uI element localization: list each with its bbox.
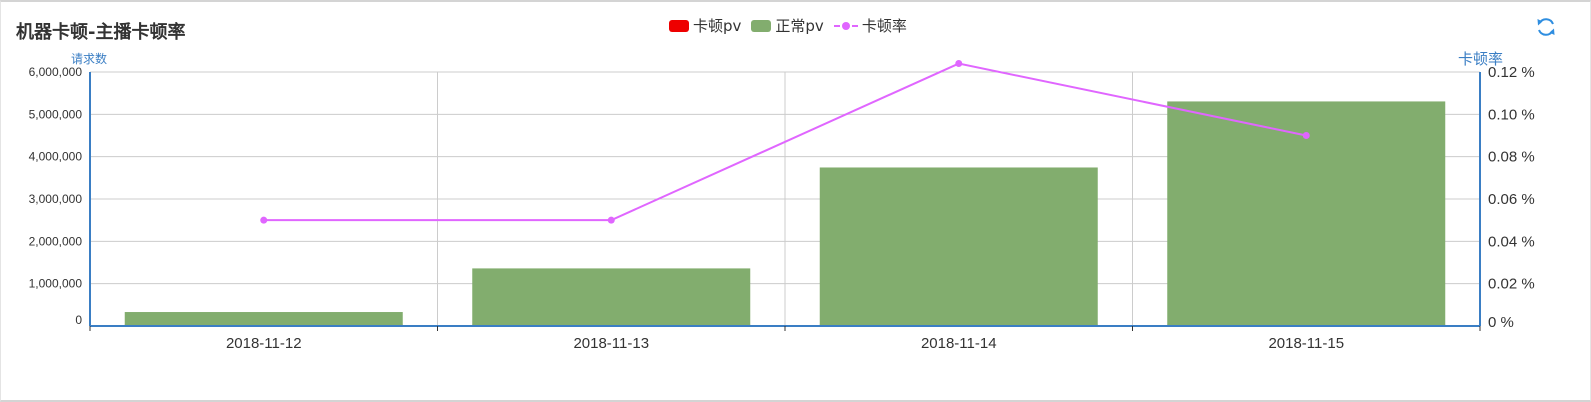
y-left-tick-label: 6,000,000 bbox=[29, 65, 83, 79]
legend-label: 卡顿pv bbox=[693, 17, 742, 35]
y-right-tick-label: 0.10 % bbox=[1488, 106, 1535, 123]
y-right-tick-label: 0 % bbox=[1488, 314, 1514, 331]
y-right-tick-label: 0.08 % bbox=[1488, 149, 1535, 166]
y-right-axis-label: 卡顿率 bbox=[1458, 51, 1503, 68]
y-left-axis-label: 请求数 bbox=[71, 51, 107, 66]
x-tick-label: 2018-11-14 bbox=[921, 335, 997, 352]
legend-label: 卡顿率 bbox=[861, 17, 907, 35]
y-right-tick-label: 0.04 % bbox=[1488, 233, 1535, 250]
y-left-tick-label: 1,000,000 bbox=[29, 277, 83, 291]
legend-item-stall-pv[interactable]: 卡顿pv bbox=[669, 15, 741, 36]
bar-segment bbox=[472, 268, 751, 326]
legend-item-stall-rate[interactable]: 卡顿率 bbox=[833, 15, 907, 36]
bar-segment bbox=[819, 167, 1098, 326]
y-left-tick-label: 2,000,000 bbox=[29, 234, 83, 248]
legend-swatch-stall-rate bbox=[833, 20, 858, 32]
legend-swatch-stall-pv bbox=[669, 19, 689, 32]
bar-segment bbox=[124, 312, 403, 326]
refresh-icon[interactable] bbox=[1535, 16, 1557, 38]
y-right-tick-label: 0.02 % bbox=[1488, 276, 1535, 293]
chart-title: 机器卡顿-主播卡顿率 bbox=[16, 22, 186, 43]
stall-rate-point bbox=[955, 60, 963, 68]
y-left-tick-label: 0 bbox=[75, 313, 82, 327]
stall-rate-line bbox=[263, 62, 1307, 222]
stall-rate-point bbox=[1302, 132, 1310, 139]
legend-swatch-normal-pv bbox=[751, 19, 772, 32]
x-tick-label: 2018-11-13 bbox=[573, 335, 649, 352]
y-right-tick-label: 0.12 % bbox=[1488, 64, 1535, 81]
y-left-tick-label: 3,000,000 bbox=[29, 192, 83, 206]
legend-label: 正常pv bbox=[775, 17, 824, 35]
x-tick-label: 2018-11-15 bbox=[1268, 335, 1344, 352]
y-left-tick-label: 4,000,000 bbox=[29, 150, 83, 164]
y-right-tick-label: 0.06 % bbox=[1488, 191, 1535, 208]
legend: 卡顿pv 正常pv 卡顿率 bbox=[669, 15, 917, 36]
stall-rate-point bbox=[260, 216, 268, 224]
stall-rate-point bbox=[607, 216, 615, 224]
y-left-tick-label: 5,000,000 bbox=[29, 107, 83, 121]
legend-item-normal-pv[interactable]: 正常pv bbox=[751, 15, 824, 36]
x-tick-label: 2018-11-12 bbox=[226, 335, 302, 352]
